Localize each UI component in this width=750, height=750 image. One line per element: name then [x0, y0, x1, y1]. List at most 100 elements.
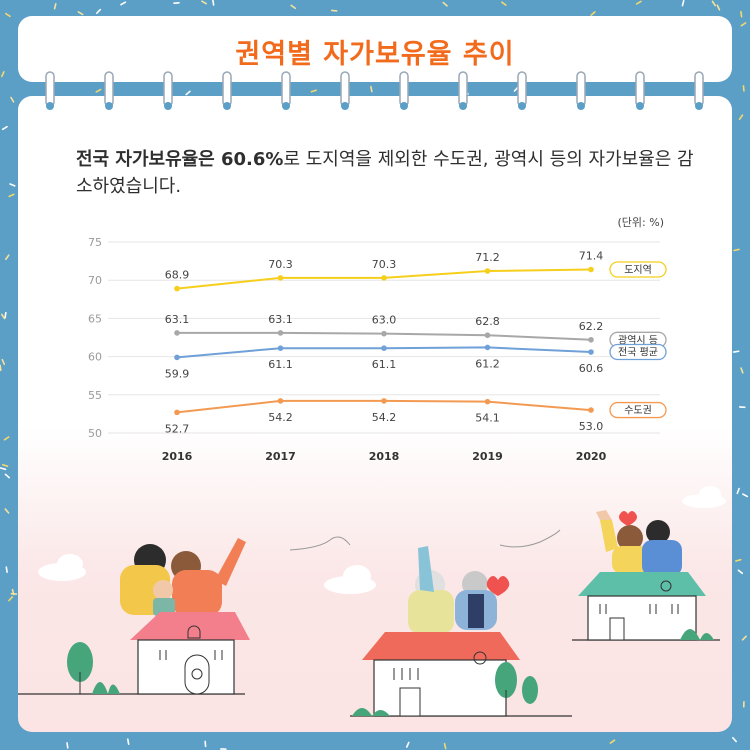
binder-hole: [636, 102, 644, 110]
y-tick-label: 75: [88, 236, 102, 249]
data-point: [484, 332, 491, 339]
confetti-mark: [4, 508, 10, 514]
confetti-mark: [120, 1, 127, 6]
legend-pill: [609, 401, 667, 419]
confetti-mark: [3, 436, 10, 441]
confetti-mark: [443, 742, 447, 750]
cloud-icon: [682, 486, 726, 508]
binder-hole: [459, 102, 467, 110]
page-title: 권역별 자가보유율 추이: [235, 39, 515, 70]
data-label: 70.3: [372, 258, 397, 271]
confetti-mark: [290, 4, 297, 10]
data-point: [277, 330, 284, 336]
data-point: [174, 285, 180, 292]
x-tick-label: 2018: [369, 450, 400, 463]
binder-hole: [341, 102, 349, 110]
confetti-mark: [740, 22, 747, 27]
family-house-illustration: [18, 538, 250, 695]
intro-highlight: 전국 자가보유율은 60.6%: [76, 149, 284, 170]
confetti-mark: [732, 736, 737, 743]
data-label: 62.2: [579, 320, 604, 333]
x-tick-label: 2016: [162, 450, 193, 463]
confetti-mark: [8, 596, 14, 602]
unit-label: (단위: %): [618, 216, 664, 229]
data-label: 62.8: [475, 315, 500, 328]
cloud-icon: [38, 554, 86, 581]
data-label: 61.1: [372, 358, 397, 371]
confetti-mark: [201, 0, 208, 5]
confetti-mark: [10, 96, 15, 103]
confetti-mark: [5, 254, 10, 261]
series-name-label: 광역시 등: [618, 334, 658, 346]
legend-pill: [609, 261, 667, 278]
data-point: [381, 330, 387, 337]
confetti-mark: [1, 463, 9, 468]
confetti-mark: [95, 88, 102, 93]
confetti-mark: [0, 364, 2, 372]
confetti-mark: [1, 358, 6, 366]
binder-hole: [223, 102, 231, 110]
wind-swirl: [499, 529, 561, 548]
confetti-mark: [370, 85, 373, 93]
data-label: 68.9: [165, 269, 190, 282]
confetti-mark: [4, 311, 7, 319]
confetti-mark: [735, 558, 742, 562]
binder-hole: [400, 102, 408, 110]
confetti-mark: [590, 11, 596, 16]
confetti-mark: [185, 90, 191, 96]
x-tick-label: 2020: [576, 450, 607, 463]
y-tick-label: 70: [88, 274, 102, 287]
confetti-mark: [405, 741, 410, 748]
wind-swirl: [289, 536, 351, 551]
data-point: [381, 398, 387, 404]
confetti-mark: [0, 71, 5, 78]
data-point: [277, 275, 284, 281]
data-label: 54.2: [372, 411, 397, 424]
confetti-mark: [53, 3, 57, 10]
confetti-mark: [77, 11, 84, 16]
binder-hole: [282, 102, 290, 110]
data-label: 53.0: [579, 420, 604, 433]
confetti-mark: [681, 0, 685, 7]
legend-pill: [609, 343, 667, 361]
data-point: [174, 409, 180, 416]
data-point: [484, 344, 491, 351]
confetti-mark: [741, 635, 747, 641]
data-point: [484, 398, 491, 405]
confetti-mark: [9, 183, 16, 187]
grandparents-house-illustration: [350, 546, 572, 717]
data-label: 61.1: [268, 358, 293, 371]
data-point: [588, 349, 594, 355]
binder-hole: [577, 102, 585, 110]
data-label: 54.1: [475, 412, 500, 425]
confetti-mark: [95, 8, 102, 14]
data-label: 70.3: [268, 258, 293, 271]
confetti-mark: [716, 4, 721, 11]
data-label: 71.4: [579, 250, 604, 263]
data-point: [174, 330, 180, 336]
data-point: [277, 398, 284, 404]
y-tick-label: 60: [88, 351, 102, 364]
data-label: 61.2: [475, 357, 500, 370]
data-label: 60.6: [579, 362, 604, 375]
confetti-mark: [732, 350, 740, 353]
data-point: [381, 275, 387, 281]
confetti-mark: [0, 467, 7, 471]
couple-house-illustration: [572, 510, 720, 641]
y-tick-label: 65: [88, 312, 102, 325]
data-label: 63.1: [165, 313, 190, 326]
confetti-mark: [737, 569, 744, 575]
confetti-mark: [126, 738, 130, 745]
confetti-mark: [8, 193, 15, 198]
confetti-mark: [1, 125, 8, 131]
data-label: 71.2: [475, 251, 500, 264]
confetti-mark: [742, 493, 749, 498]
data-point: [588, 407, 594, 413]
binder-hole: [164, 102, 172, 110]
confetti-mark: [4, 473, 10, 479]
confetti-mark: [0, 313, 6, 320]
confetti-mark: [736, 487, 740, 495]
